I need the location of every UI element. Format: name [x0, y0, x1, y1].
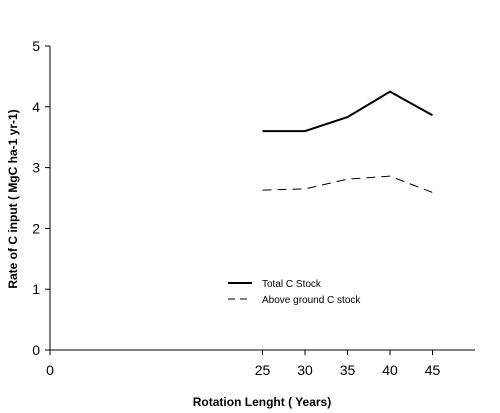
axes — [45, 45, 475, 355]
x-tick-label: 25 — [255, 362, 271, 378]
x-tick-label: 40 — [382, 362, 398, 378]
y-tick-label: 4 — [32, 99, 40, 115]
series-line-1 — [262, 90, 433, 133]
y-tick-label: 2 — [32, 220, 40, 236]
series-lines — [262, 90, 433, 193]
y-tick-label: 1 — [32, 281, 40, 297]
series-line-2 — [262, 175, 433, 193]
x-axis-title: Rotation Lenght ( Years) — [193, 395, 331, 409]
legend-label: Above ground C stock — [262, 295, 361, 306]
x-tick-label: 30 — [297, 362, 313, 378]
legend-label: Total C Stock — [262, 279, 322, 290]
x-tick-label: 35 — [340, 362, 356, 378]
legend: Total C Stock Above ground C stock — [228, 279, 361, 306]
y-tick-label: 3 — [32, 160, 40, 176]
y-tick-label: 5 — [32, 38, 40, 54]
y-axis-title: Rate of C input ( MgC ha-1 yr-1) — [6, 109, 20, 288]
y-tick-label: 0 — [32, 342, 40, 358]
x-tick-label: 0 — [46, 362, 54, 378]
x-tick-label: 45 — [425, 362, 441, 378]
